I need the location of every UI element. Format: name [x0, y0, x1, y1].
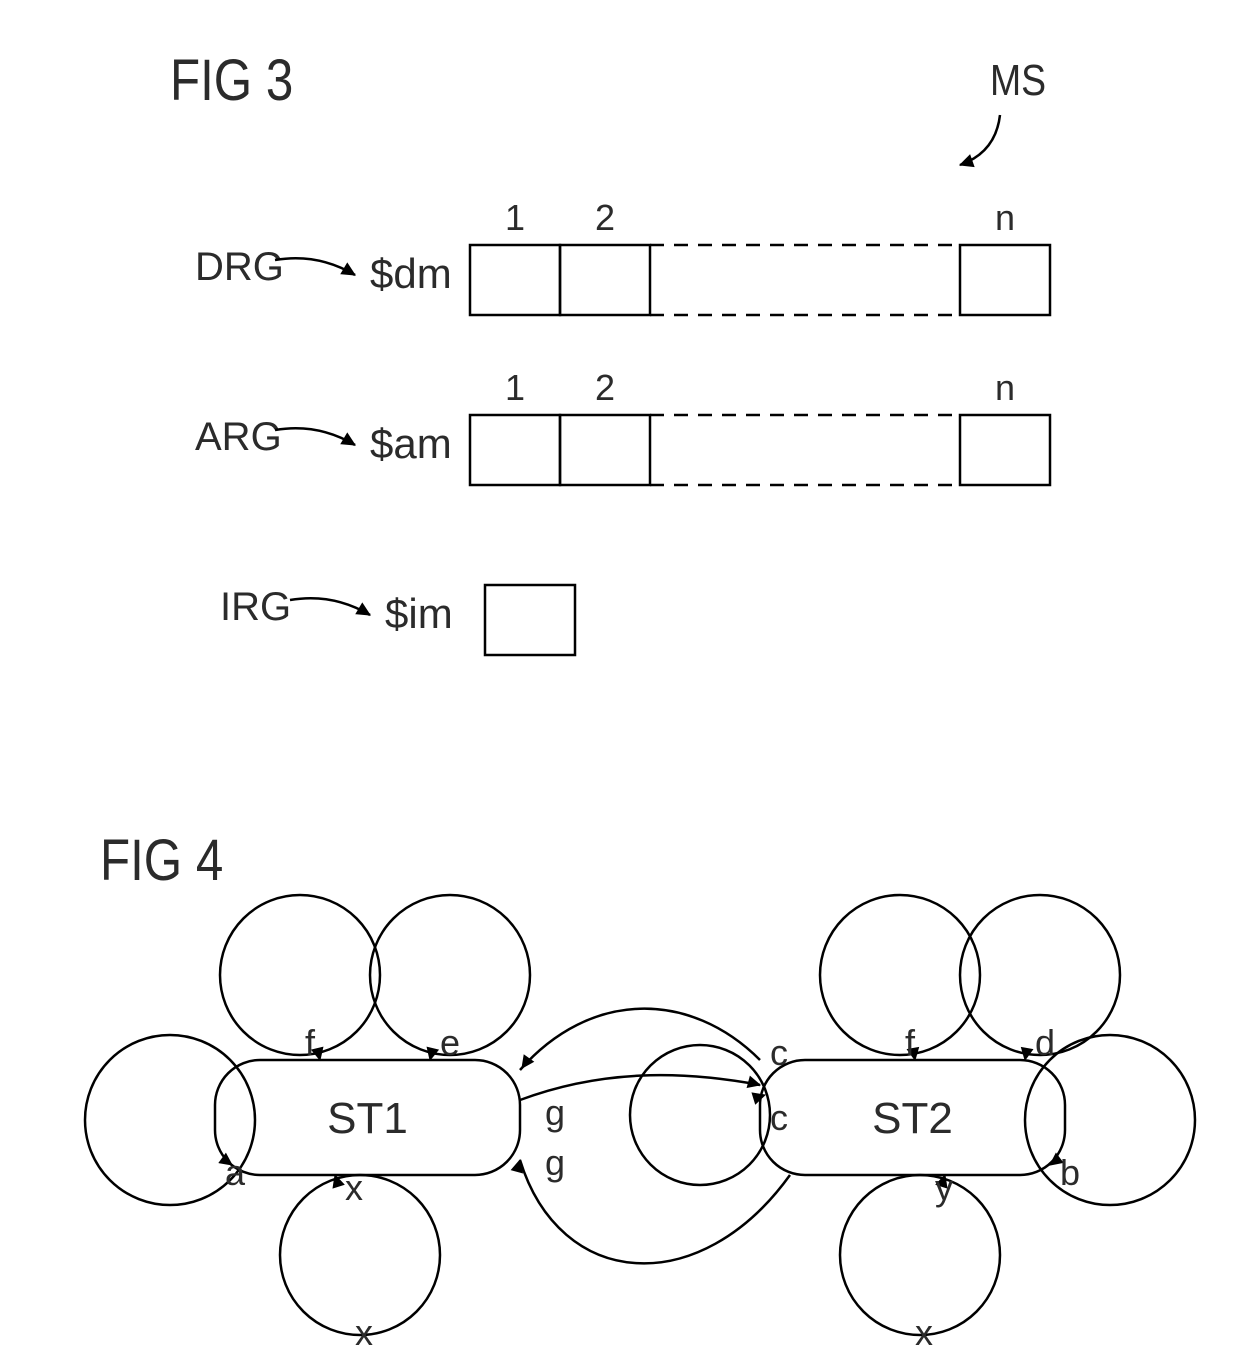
row-label-2: IRG: [220, 585, 291, 629]
transition-edge: [520, 1009, 760, 1070]
register-cell: [485, 585, 575, 655]
loop-label: f: [305, 1022, 316, 1063]
col-label: 2: [595, 197, 615, 238]
register-cell: [470, 245, 560, 315]
register-cell: [560, 415, 650, 485]
transition-label: g: [545, 1142, 565, 1183]
row-label-1: ARG: [195, 415, 282, 459]
state-label-ST1: ST1: [327, 1094, 408, 1143]
loop-label: x: [345, 1167, 363, 1208]
pointer-arrow: [960, 115, 1000, 165]
self-loop: [220, 895, 380, 1055]
col-label: 2: [595, 367, 615, 408]
register-cell: [470, 415, 560, 485]
loop-label: b: [1060, 1152, 1080, 1193]
transition-label: g: [545, 1092, 565, 1133]
arrow-head-icon: [512, 1160, 523, 1173]
loop-bottom-label: x: [355, 1312, 373, 1353]
loop-label: e: [440, 1022, 460, 1063]
col-label: n: [995, 367, 1015, 408]
loop-label: f: [905, 1022, 916, 1063]
row-var-0: $dm: [370, 250, 452, 297]
state-label-ST2: ST2: [872, 1094, 953, 1143]
col-label: 1: [505, 197, 525, 238]
col-label: 1: [505, 367, 525, 408]
transition-label: c: [770, 1032, 788, 1073]
loop-label: y: [935, 1167, 953, 1208]
fig4-title: FIG 4: [100, 828, 223, 893]
col-label: n: [995, 197, 1015, 238]
self-loop: [820, 895, 980, 1055]
ms-label: MS: [990, 55, 1046, 105]
loop-label: a: [225, 1152, 246, 1193]
loop-label: c: [770, 1097, 788, 1138]
loop-bottom-label: x: [915, 1312, 933, 1353]
row-var-1: $am: [370, 420, 452, 467]
register-cell: [560, 245, 650, 315]
register-cell: [960, 245, 1050, 315]
self-loop: [630, 1045, 770, 1185]
row-label-0: DRG: [195, 245, 284, 289]
self-loop: [840, 1175, 1000, 1335]
fig3-title: FIG 3: [170, 48, 293, 113]
arrow-head-icon: [960, 155, 974, 166]
row-var-2: $im: [385, 590, 453, 637]
register-cell: [960, 415, 1050, 485]
